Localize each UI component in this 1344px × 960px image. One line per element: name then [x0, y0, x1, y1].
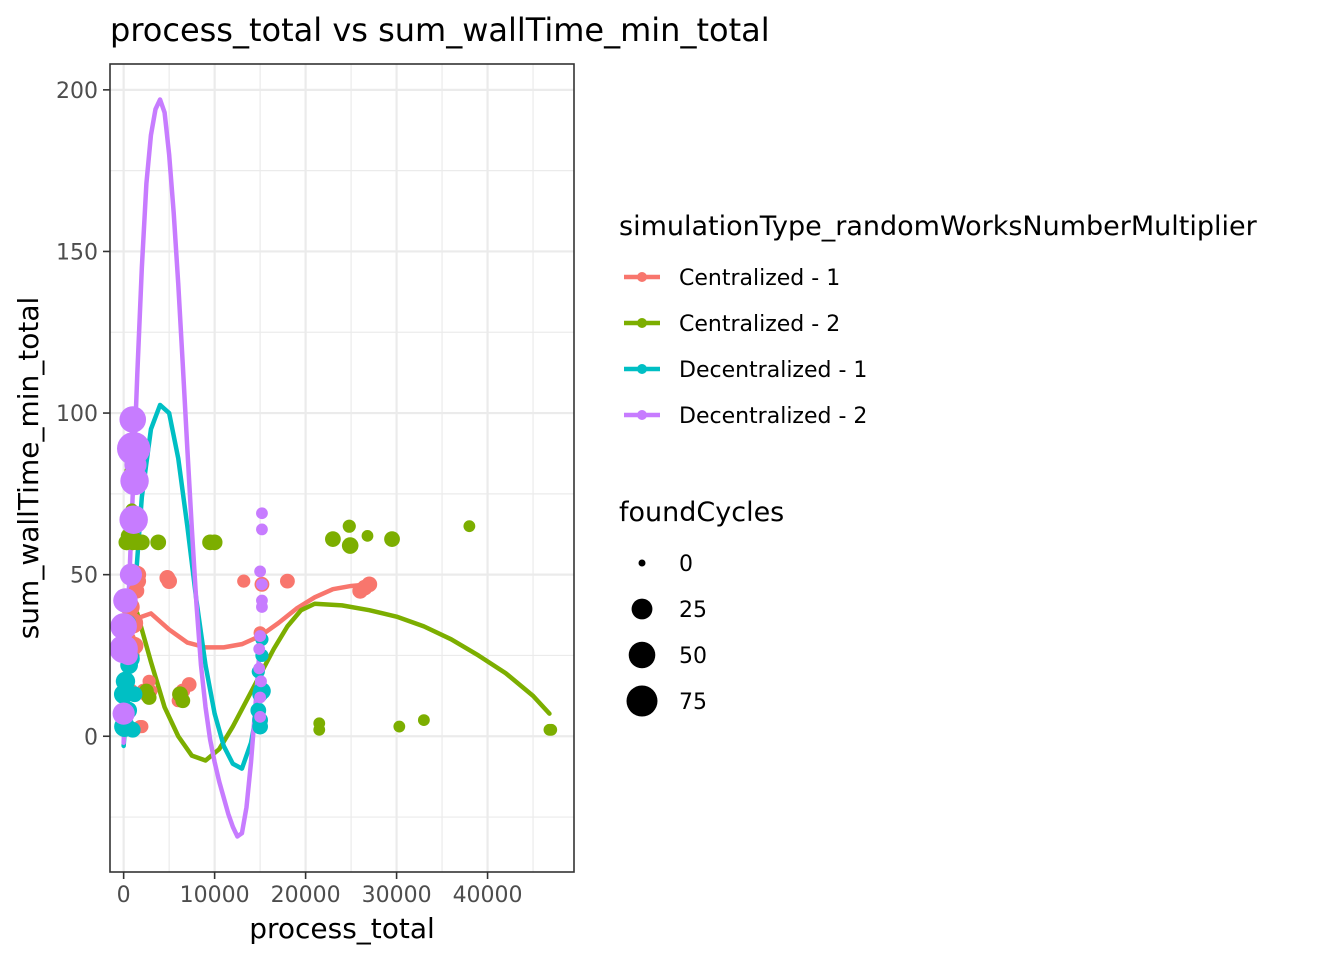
data-point-centralized-2 — [463, 520, 476, 533]
data-point-decentralized-2 — [124, 453, 147, 476]
data-point-centralized-2 — [545, 723, 558, 736]
color-legend: simulationType_randomWorksNumberMultipli… — [619, 211, 1258, 429]
data-point-decentralized-2 — [253, 662, 266, 675]
plot-panel — [109, 63, 575, 873]
data-point-centralized-2 — [141, 690, 157, 705]
data-point-decentralized-2 — [119, 406, 147, 433]
data-point-centralized-2 — [341, 537, 359, 554]
smooth-line-centralized-2 — [121, 588, 552, 763]
data-point-decentralized-2 — [254, 630, 267, 642]
size-legend-key-75 — [626, 685, 658, 717]
legend-label-decentralized-1: Decentralized - 1 — [679, 358, 867, 383]
size-legend-title: foundCycles — [619, 497, 784, 528]
data-point-decentralized-2 — [255, 675, 267, 688]
data-point-decentralized-1 — [126, 686, 143, 703]
chart-title: process_total vs sum_wallTime_min_total — [110, 11, 770, 49]
size-legend-key-25 — [631, 598, 653, 620]
legend-key-point-centralized-2 — [637, 318, 647, 328]
data-point-centralized-2 — [325, 531, 341, 547]
x-tick-label: 0 — [117, 883, 131, 908]
x-tick-label: 20000 — [271, 883, 341, 908]
legend-key-point-decentralized-1 — [637, 364, 647, 374]
data-point-decentralized-1 — [124, 721, 141, 738]
x-axis-label: process_total — [249, 912, 435, 945]
data-point-centralized-1 — [361, 576, 378, 593]
legend-label-centralized-2: Centralized - 2 — [679, 312, 840, 337]
data-point-decentralized-2 — [256, 507, 268, 520]
x-tick-label: 10000 — [180, 883, 250, 908]
data-point-centralized-2 — [393, 720, 406, 733]
smooth-line-decentralized-2 — [121, 97, 263, 839]
data-point-centralized-1 — [279, 573, 295, 589]
data-point-decentralized-1 — [115, 671, 136, 692]
smooth-layer — [121, 97, 552, 839]
size-legend-label-50: 50 — [679, 644, 707, 669]
data-point-decentralized-2 — [113, 588, 138, 613]
data-point-centralized-2 — [342, 519, 356, 533]
legend-key-point-decentralized-2 — [637, 410, 647, 420]
size-legend-label-75: 75 — [679, 690, 707, 715]
legend-label-centralized-1: Centralized - 1 — [679, 266, 840, 291]
axis-layer: 0 10000 20000 30000 40000 0 50 100 150 200 — [56, 79, 523, 908]
data-point-decentralized-2 — [256, 523, 268, 536]
size-legend-key-50 — [628, 641, 656, 669]
data-point-centralized-2 — [361, 529, 374, 542]
data-point-decentralized-2 — [256, 601, 268, 613]
data-point-decentralized-2 — [254, 710, 267, 723]
data-point-decentralized-2 — [254, 691, 267, 704]
size-legend-label-25: 25 — [679, 598, 707, 623]
data-point-centralized-2 — [384, 531, 400, 547]
y-tick-label: 100 — [56, 402, 98, 427]
color-legend-title: simulationType_randomWorksNumberMultipli… — [619, 211, 1258, 242]
data-point-decentralized-2 — [256, 578, 268, 591]
size-legend-label-0: 0 — [679, 552, 693, 577]
smooth-line-centralized-1 — [121, 582, 372, 650]
size-legend: foundCycles 0 25 50 75 — [619, 497, 784, 717]
legend-key-point-centralized-1 — [637, 272, 647, 282]
data-point-decentralized-2 — [118, 645, 138, 666]
y-tick-label: 150 — [56, 240, 98, 265]
color-legend-keys: Centralized - 1 Centralized - 2 Decentrali… — [624, 266, 867, 429]
size-legend-key-0 — [638, 559, 646, 567]
data-point-centralized-2 — [133, 534, 150, 551]
data-point-decentralized-2 — [254, 565, 267, 578]
data-point-decentralized-2 — [110, 613, 137, 640]
data-point-centralized-2 — [175, 693, 191, 709]
x-tick-label: 30000 — [362, 883, 432, 908]
legend-label-decentralized-2: Decentralized - 2 — [679, 404, 867, 429]
data-point-decentralized-2 — [119, 563, 143, 586]
grid-layer — [110, 64, 574, 872]
data-point-centralized-2 — [313, 723, 326, 736]
data-point-decentralized-2 — [119, 505, 148, 534]
plot-panel-border — [109, 63, 575, 873]
data-point-centralized-1 — [161, 573, 178, 590]
y-axis-label: sum_wallTime_min_total — [12, 297, 45, 640]
data-point-centralized-1 — [237, 574, 251, 588]
data-point-decentralized-2 — [112, 702, 135, 725]
data-point-centralized-2 — [417, 714, 430, 726]
x-tick-label: 40000 — [453, 883, 523, 908]
data-point-centralized-2 — [150, 534, 167, 551]
y-tick-label: 200 — [56, 79, 98, 104]
size-legend-keys: 0 25 50 75 — [626, 552, 707, 717]
point-layer — [110, 406, 558, 738]
y-tick-label: 50 — [70, 564, 98, 589]
y-tick-label: 0 — [84, 725, 98, 750]
data-point-centralized-2 — [206, 534, 223, 551]
data-point-centralized-1 — [181, 677, 197, 692]
data-point-decentralized-2 — [253, 643, 266, 655]
